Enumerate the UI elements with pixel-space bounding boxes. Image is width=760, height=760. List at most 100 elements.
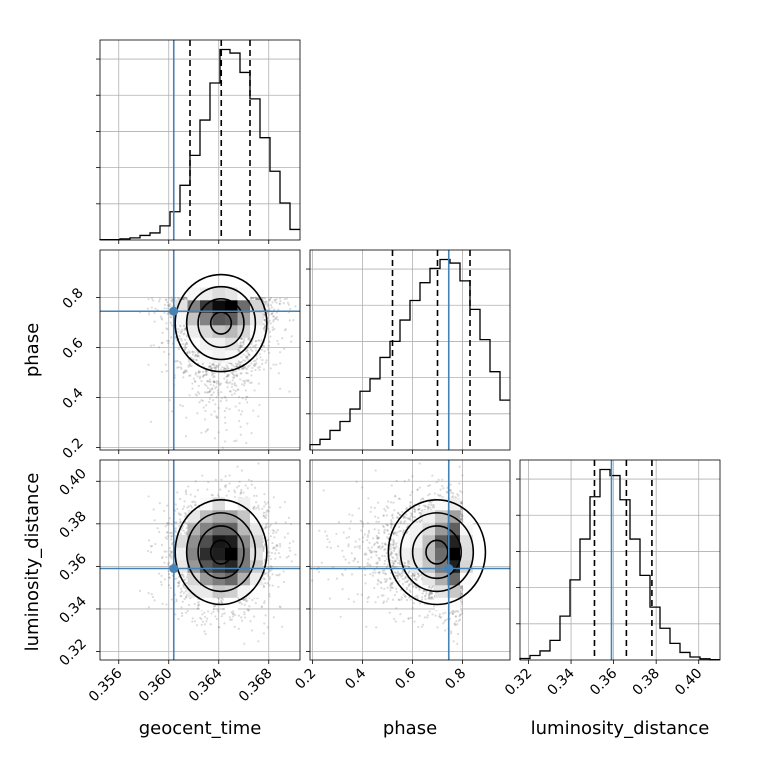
- sample-point: [257, 366, 260, 369]
- sample-point: [286, 301, 290, 304]
- sample-point: [212, 363, 215, 366]
- sample-point: [204, 430, 207, 433]
- sample-point: [244, 367, 247, 370]
- sample-point: [243, 365, 247, 369]
- sample-point: [247, 379, 250, 382]
- sample-point: [241, 367, 244, 370]
- sample-point: [149, 420, 153, 423]
- sample-point: [277, 372, 280, 375]
- sample-point: [239, 345, 242, 348]
- sample-point: [186, 351, 189, 354]
- sample-point: [263, 318, 266, 322]
- sample-point: [270, 306, 273, 309]
- sample-point: [235, 374, 238, 378]
- sample-point: [238, 347, 241, 350]
- sample-point: [254, 296, 257, 299]
- sample-point: [223, 395, 226, 398]
- sample-point: [246, 349, 249, 353]
- sample-point: [213, 366, 216, 369]
- sample-point: [254, 343, 258, 347]
- sample-point: [225, 379, 229, 382]
- sample-point: [264, 300, 267, 303]
- sample-point: [183, 371, 186, 374]
- sample-point: [266, 311, 269, 315]
- sample-point: [210, 413, 213, 416]
- sample-point: [234, 362, 237, 365]
- sample-point: [203, 611, 206, 614]
- sample-point: [252, 363, 256, 366]
- sample-point: [256, 298, 259, 301]
- sample-point: [182, 505, 186, 508]
- sample-point: [223, 366, 226, 369]
- sample-point: [205, 371, 208, 374]
- sample-point: [191, 350, 194, 353]
- density-cell: [187, 287, 201, 301]
- sample-point: [249, 297, 252, 300]
- panel-phase-vs-geocent-time: 0.20.40.60.8: [60, 249, 301, 462]
- density-cell: [187, 300, 201, 313]
- sample-point: [246, 356, 249, 359]
- sample-point: [218, 382, 221, 385]
- sample-point: [198, 377, 201, 380]
- sample-point: [158, 298, 161, 301]
- sample-point: [205, 373, 208, 376]
- sample-point: [176, 366, 179, 369]
- sample-point: [272, 318, 275, 321]
- sample-point: [166, 301, 169, 304]
- sample-point: [227, 382, 230, 385]
- sample-point: [244, 359, 247, 362]
- sample-point: [219, 382, 223, 385]
- sample-point: [197, 371, 200, 374]
- sample-point: [184, 296, 188, 300]
- sample-point: [242, 353, 245, 356]
- sample-point: [195, 354, 199, 357]
- sample-point: [242, 341, 245, 344]
- sample-point: [250, 297, 253, 301]
- sample-point: [255, 357, 259, 361]
- sample-point: [244, 389, 248, 392]
- sample-point: [260, 606, 263, 609]
- sample-point: [212, 384, 215, 387]
- sample-point: [243, 380, 247, 383]
- sample-point: [273, 529, 276, 533]
- sample-point: [209, 364, 212, 368]
- sample-point: [248, 354, 251, 357]
- sample-point: [204, 373, 207, 377]
- sample-point: [271, 311, 274, 314]
- sample-point: [264, 361, 267, 364]
- sample-point: [167, 304, 170, 307]
- sample-point: [244, 356, 247, 359]
- sample-point: [186, 506, 189, 509]
- sample-point: [165, 322, 168, 325]
- density-cell: [200, 337, 213, 351]
- sample-point: [294, 305, 297, 308]
- sample-point: [167, 339, 170, 343]
- sample-point: [211, 399, 215, 402]
- sample-point: [195, 394, 198, 397]
- sample-point: [197, 371, 201, 374]
- sample-point: [158, 300, 161, 303]
- sample-point: [278, 297, 282, 300]
- density-cell: [200, 287, 213, 301]
- sample-point: [224, 381, 228, 384]
- plot-area: [138, 273, 297, 449]
- sample-point: [167, 342, 170, 345]
- sample-point: [215, 385, 218, 388]
- sample-point: [258, 353, 261, 356]
- sample-point: [227, 367, 230, 370]
- sample-point: [223, 367, 226, 371]
- density-cell: [225, 350, 238, 363]
- sample-point: [170, 336, 173, 339]
- sample-point: [272, 320, 275, 323]
- sample-point: [243, 381, 246, 385]
- sample-point: [197, 352, 200, 355]
- sample-point: [184, 611, 188, 614]
- sample-point: [269, 367, 272, 370]
- sample-point: [258, 339, 261, 342]
- sample-point: [217, 393, 220, 396]
- sample-point: [182, 298, 185, 301]
- sample-point: [248, 364, 251, 367]
- sample-point: [263, 314, 266, 317]
- sample-point: [228, 373, 231, 376]
- sample-point: [217, 406, 220, 410]
